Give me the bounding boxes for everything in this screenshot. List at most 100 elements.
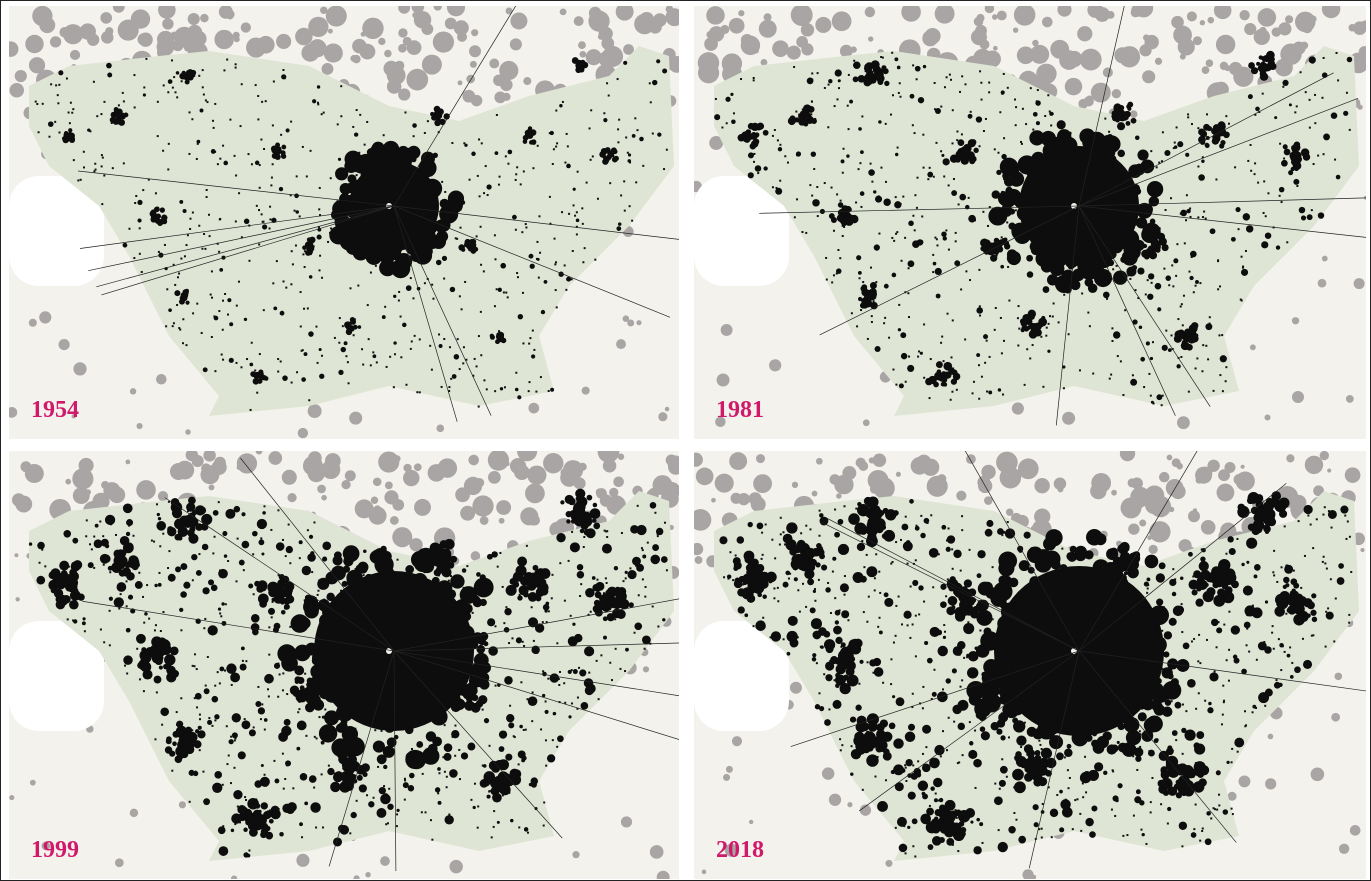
- urban-dot: [870, 163, 872, 165]
- urban-dot: [952, 142, 954, 144]
- urban-dot: [103, 101, 105, 103]
- urban-dot: [631, 220, 633, 222]
- urban-dot: [654, 512, 656, 514]
- urban-dot: [1241, 299, 1243, 301]
- urban-area: [262, 224, 267, 229]
- urban-area: [920, 352, 923, 355]
- urban-area: [1309, 56, 1316, 63]
- urban-dot: [592, 155, 594, 157]
- urban-area: [461, 248, 465, 252]
- map-page: 1954 1981 1999 2018: [0, 0, 1371, 881]
- urban-dot: [1110, 374, 1112, 376]
- urban-dot: [545, 700, 547, 702]
- urban-dot: [1250, 170, 1252, 172]
- urban-dot: [374, 729, 376, 731]
- urban-area: [789, 115, 795, 121]
- outer-settlement: [378, 451, 399, 472]
- urban-area: [531, 782, 537, 788]
- urban-dot: [120, 593, 122, 595]
- urban-dot: [988, 82, 990, 84]
- urban-area: [181, 293, 186, 298]
- urban-dot: [176, 96, 178, 98]
- urban-area: [999, 240, 1003, 244]
- urban-dot: [176, 304, 178, 306]
- urban-dot: [1218, 334, 1220, 336]
- urban-dot: [486, 388, 488, 390]
- urban-dot: [898, 92, 900, 94]
- urban-area: [251, 614, 260, 623]
- outer-settlement: [414, 499, 431, 516]
- urban-dot: [973, 381, 975, 383]
- urban-dot: [1250, 144, 1252, 146]
- urban-dot: [459, 778, 461, 780]
- outer-settlement: [185, 429, 190, 434]
- urban-area: [179, 608, 183, 612]
- urban-dot: [182, 318, 184, 320]
- urban-dot: [565, 289, 567, 291]
- urban-area: [744, 136, 750, 142]
- urban-area: [841, 159, 845, 163]
- urban-dot: [313, 787, 315, 789]
- urban-area: [849, 100, 853, 104]
- city-edge: [1125, 217, 1135, 227]
- urban-dot: [425, 811, 427, 813]
- outer-settlement: [466, 482, 474, 490]
- urban-dot: [493, 826, 495, 828]
- urban-dot: [450, 378, 452, 380]
- urban-dot: [480, 311, 482, 313]
- urban-area: [547, 754, 555, 762]
- urban-dot: [1143, 386, 1145, 388]
- urban-area: [925, 378, 932, 385]
- urban-area: [160, 644, 171, 655]
- urban-dot: [879, 592, 881, 594]
- urban-dot: [328, 765, 330, 767]
- urban-area: [132, 563, 139, 570]
- outer-settlement: [621, 816, 632, 827]
- urban-dot: [891, 237, 893, 239]
- urban-dot: [855, 201, 857, 203]
- urban-dot: [479, 195, 481, 197]
- outer-settlement: [1322, 256, 1328, 262]
- urban-dot: [1002, 394, 1004, 396]
- urban-dot: [981, 99, 983, 101]
- urban-area: [607, 613, 615, 621]
- urban-dot: [953, 721, 955, 723]
- outer-settlement: [73, 362, 86, 375]
- urban-area: [402, 323, 406, 327]
- urban-dot: [282, 672, 284, 674]
- urban-dot: [608, 95, 610, 97]
- urban-area: [247, 817, 251, 821]
- city-edge: [465, 683, 477, 695]
- urban-dot: [491, 836, 493, 838]
- city-edge: [345, 151, 362, 168]
- urban-dot: [538, 215, 540, 217]
- urban-area: [512, 215, 517, 220]
- urban-dot: [1195, 708, 1197, 710]
- city-edge: [466, 695, 473, 702]
- urban-area: [257, 580, 267, 590]
- city-edge: [1047, 274, 1058, 285]
- urban-area: [1205, 323, 1212, 330]
- city-edge: [1007, 251, 1021, 265]
- urban-dot: [961, 529, 963, 531]
- urban-area: [657, 132, 661, 136]
- urban-dot: [44, 565, 46, 567]
- urban-dot: [1226, 659, 1228, 661]
- urban-dot: [182, 342, 184, 344]
- urban-area: [602, 544, 612, 554]
- urban-dot: [345, 355, 347, 357]
- urban-dot: [1162, 131, 1164, 133]
- urban-area: [176, 71, 180, 75]
- urban-area: [500, 263, 506, 269]
- urban-area: [763, 130, 769, 136]
- urban-dot: [842, 235, 844, 237]
- urban-area: [623, 61, 627, 65]
- urban-area: [1112, 115, 1118, 121]
- urban-area: [109, 597, 113, 601]
- outer-settlement: [308, 17, 328, 37]
- urban-dot: [853, 60, 855, 62]
- urban-dot: [882, 57, 884, 59]
- urban-dot: [871, 321, 873, 323]
- urban-dot: [1296, 105, 1298, 107]
- urban-area: [150, 210, 156, 216]
